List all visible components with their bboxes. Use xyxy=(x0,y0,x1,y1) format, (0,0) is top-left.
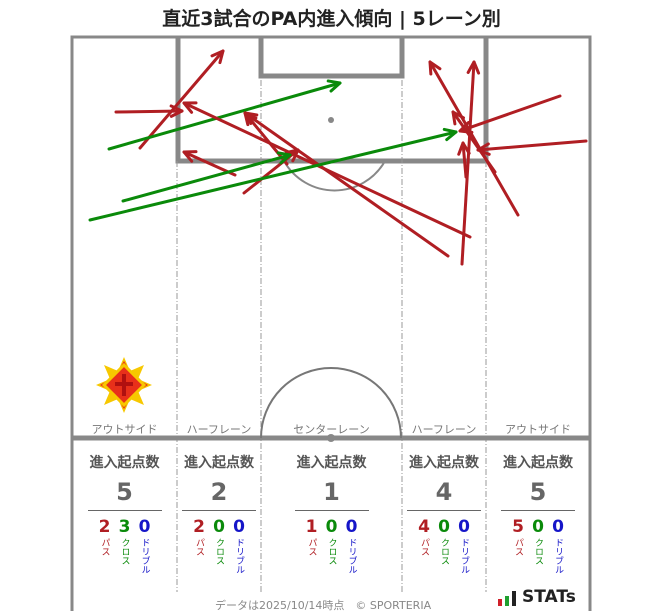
pass-arrow xyxy=(476,139,588,156)
arrowhead-icon xyxy=(451,110,465,126)
lane-stats-left-half: 進入起点数 2 2 パス 0 クロス 0 ドリブル xyxy=(177,452,261,574)
divider xyxy=(501,510,575,511)
stats-logo: STATs xyxy=(498,588,576,606)
cross-count: 0 xyxy=(532,517,544,537)
cross-count: 3 xyxy=(118,517,131,537)
arrowhead-icon xyxy=(169,104,184,118)
pass-arrow xyxy=(428,60,520,217)
center-circle xyxy=(260,367,402,439)
dribble-count: 0 xyxy=(458,517,470,537)
pass-arrow xyxy=(451,110,497,174)
lane-stats-right-outside: 進入起点数 5 5 パス 0 クロス 0 ドリブル xyxy=(486,452,590,574)
pass-arrow xyxy=(243,111,450,258)
pass-arrow xyxy=(114,104,184,118)
cross-label: クロス xyxy=(119,538,130,565)
pass-arrow xyxy=(243,111,289,166)
dribble-label: ドリブル xyxy=(139,538,150,574)
cross-label: クロス xyxy=(439,538,449,565)
divider xyxy=(407,510,481,511)
pass-count: 4 xyxy=(418,517,430,537)
arrowhead-icon xyxy=(457,141,471,156)
stat-header: 進入起点数 xyxy=(296,455,367,471)
cross-label: クロス xyxy=(214,538,224,565)
divider xyxy=(87,510,162,511)
arrowhead-icon xyxy=(210,49,225,65)
dribble-count: 0 xyxy=(345,517,358,537)
lane-label-right-half: ハーフレーン xyxy=(411,423,477,436)
penalty-arc xyxy=(283,160,386,192)
cross-count: 0 xyxy=(213,517,225,537)
stat-header: 進入起点数 xyxy=(503,455,573,471)
pass-count: 5 xyxy=(512,517,524,537)
stat-total: 1 xyxy=(323,478,340,506)
dribble-label: ドリブル xyxy=(346,538,357,574)
pass-arrow xyxy=(138,49,225,150)
logo-bar-icon xyxy=(498,599,502,606)
penalty-area xyxy=(175,37,489,164)
cross-label: クロス xyxy=(326,538,337,565)
pass-count: 2 xyxy=(193,517,205,537)
stat-total: 2 xyxy=(210,478,228,506)
pass-arrow xyxy=(458,94,562,134)
entry-arrows xyxy=(88,49,588,266)
dribble-count: 0 xyxy=(552,517,564,537)
logo-bar-icon xyxy=(505,596,509,606)
penalty-spot xyxy=(328,117,334,123)
divider xyxy=(182,510,256,511)
stat-header: 進入起点数 xyxy=(89,455,160,471)
pass-count: 1 xyxy=(305,517,318,537)
arrowhead-icon xyxy=(466,60,481,75)
data-note: データは2025/10/14時点 © SPORTERIA xyxy=(215,599,432,612)
dribble-label: ドリブル xyxy=(553,538,563,574)
center-spot xyxy=(327,434,335,442)
dribble-label: ドリブル xyxy=(459,538,469,574)
arrowhead-icon xyxy=(276,151,292,165)
logo-bar-icon xyxy=(512,591,516,606)
arrowhead-icon xyxy=(428,60,442,76)
lane-stats-center: 進入起点数 1 1 パス 0 クロス 0 ドリブル xyxy=(261,452,402,574)
stat-total: 5 xyxy=(529,478,547,506)
lane-label-center: センターレーン xyxy=(293,423,370,436)
pass-arrow xyxy=(457,141,471,179)
stat-header: 進入起点数 xyxy=(409,455,479,471)
goal-area xyxy=(258,37,405,79)
cross-count: 0 xyxy=(325,517,338,537)
lane-label-left-outside: アウトサイド xyxy=(91,423,158,436)
dribble-count: 0 xyxy=(233,517,245,537)
cross-count: 0 xyxy=(438,517,450,537)
stat-total: 5 xyxy=(116,478,133,506)
pass-label: パス xyxy=(513,538,523,556)
lane-label-right-outside: アウトサイド xyxy=(505,423,571,436)
pass-label: パス xyxy=(419,538,429,556)
arrowhead-icon xyxy=(326,79,342,93)
lane-stats-right-half: 進入起点数 4 4 パス 0 クロス 0 ドリブル xyxy=(402,452,486,574)
pass-arrow xyxy=(460,60,481,266)
stat-total: 4 xyxy=(435,478,453,506)
pass-label: パス xyxy=(306,538,317,556)
arrowhead-icon xyxy=(243,111,258,127)
divider xyxy=(294,510,369,511)
arrowhead-icon xyxy=(284,148,300,163)
team-emblem xyxy=(96,357,152,413)
stat-header: 進入起点数 xyxy=(184,455,254,471)
cross-arrow xyxy=(121,151,292,203)
pass-label: パス xyxy=(194,538,204,556)
pitch-boundary xyxy=(70,35,592,611)
arrowhead-icon xyxy=(442,127,458,142)
brand-name: STATs xyxy=(522,587,576,607)
lane-stats-left-outside: 進入起点数 5 2 パス 3 クロス 0 ドリブル xyxy=(72,452,177,574)
cross-label: クロス xyxy=(533,538,543,565)
lane-label-left-half: ハーフレーン xyxy=(186,423,252,436)
arrowhead-icon xyxy=(182,150,198,163)
arrowhead-icon xyxy=(182,101,198,114)
dribble-label: ドリブル xyxy=(234,538,244,574)
cross-arrow xyxy=(88,127,458,222)
pass-count: 2 xyxy=(98,517,111,537)
cross-arrow xyxy=(107,79,342,151)
dribble-count: 0 xyxy=(138,517,151,537)
pass-label: パス xyxy=(99,538,110,556)
page-title: 直近3試合のPA内進入傾向 | 5レーン別 xyxy=(162,8,501,30)
